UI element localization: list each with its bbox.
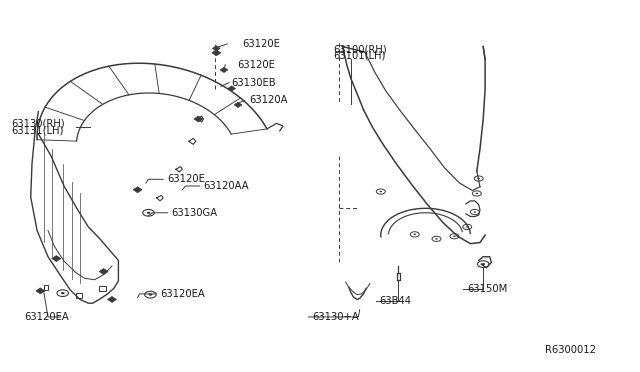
Text: 63120AA: 63120AA: [204, 181, 249, 191]
Text: 63130GA: 63130GA: [172, 208, 218, 218]
Text: 63100(RH): 63100(RH): [333, 44, 387, 54]
Circle shape: [466, 226, 468, 228]
Circle shape: [413, 234, 416, 235]
Polygon shape: [108, 296, 116, 302]
Circle shape: [435, 238, 438, 240]
Text: 63131(LH): 63131(LH): [12, 126, 64, 136]
Polygon shape: [212, 50, 221, 56]
Polygon shape: [194, 116, 203, 122]
Circle shape: [476, 193, 478, 194]
Polygon shape: [220, 67, 228, 73]
Circle shape: [477, 178, 480, 179]
Text: 63120E: 63120E: [237, 60, 275, 70]
Text: 63120E: 63120E: [168, 174, 205, 184]
Circle shape: [380, 191, 382, 192]
Circle shape: [148, 294, 152, 296]
Text: 63120E: 63120E: [242, 39, 280, 49]
Polygon shape: [212, 46, 220, 51]
Text: 63150M: 63150M: [467, 285, 508, 294]
Circle shape: [61, 292, 65, 294]
Polygon shape: [228, 86, 236, 91]
Text: 63101(LH): 63101(LH): [333, 51, 385, 61]
Polygon shape: [52, 256, 61, 262]
Text: 63120EA: 63120EA: [24, 312, 69, 322]
Text: R6300012: R6300012: [545, 346, 596, 355]
Polygon shape: [234, 102, 242, 108]
Text: 63B44: 63B44: [379, 296, 411, 306]
Polygon shape: [133, 187, 142, 193]
Circle shape: [481, 263, 485, 265]
Circle shape: [147, 212, 150, 214]
Text: 63120EA: 63120EA: [160, 289, 205, 299]
Text: 63130(RH): 63130(RH): [12, 119, 65, 128]
Text: 63130EB: 63130EB: [232, 78, 276, 87]
Circle shape: [453, 235, 456, 237]
Polygon shape: [99, 269, 108, 275]
Text: 63120A: 63120A: [250, 96, 288, 105]
Text: 63130+A: 63130+A: [312, 312, 359, 322]
Polygon shape: [36, 288, 45, 294]
Circle shape: [474, 211, 476, 213]
